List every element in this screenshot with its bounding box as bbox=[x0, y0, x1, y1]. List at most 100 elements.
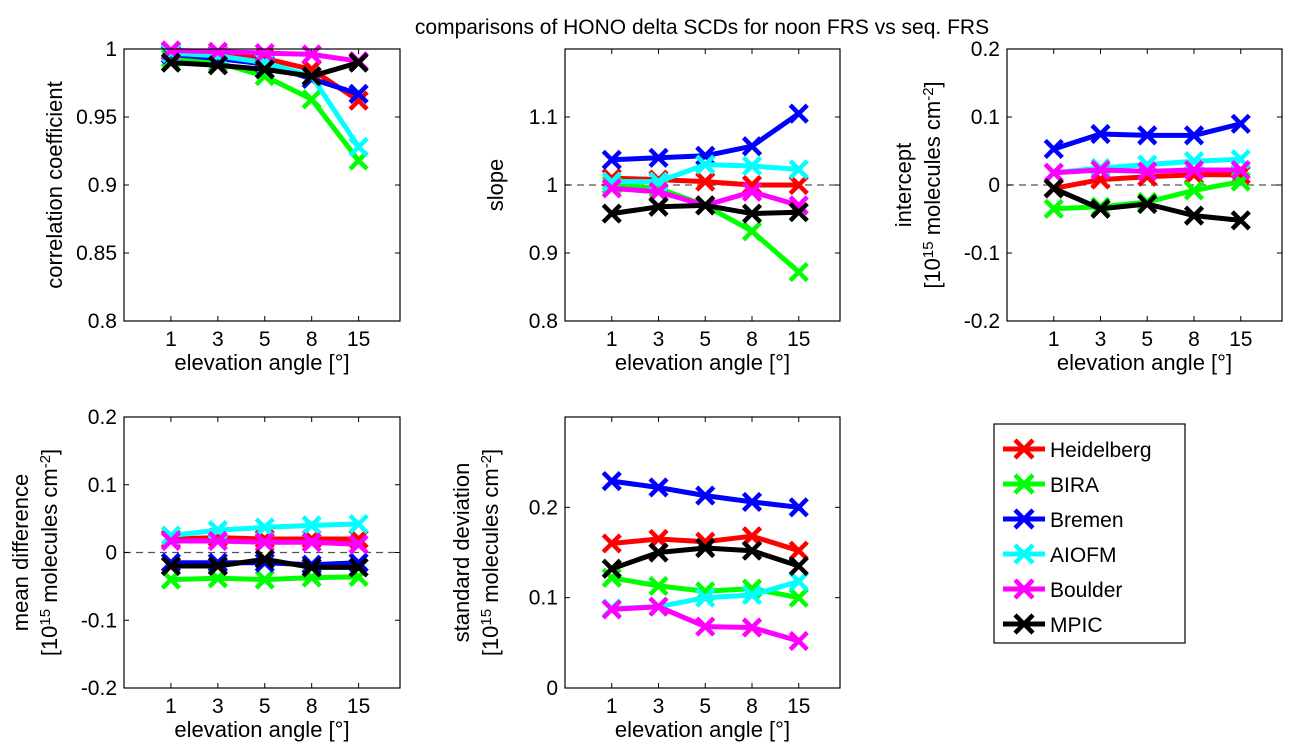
legend-entry-mpic: MPIC bbox=[1003, 613, 1103, 637]
x-tick-label: 1 bbox=[165, 328, 177, 351]
y-tick-label: 0.2 bbox=[529, 496, 558, 519]
data-point-marker bbox=[601, 558, 622, 579]
legend-marker bbox=[1013, 613, 1035, 635]
y-axis-label: [1015 molecules cm-2] bbox=[37, 449, 62, 656]
data-point-marker bbox=[648, 147, 669, 168]
series-bremen bbox=[1043, 113, 1251, 160]
data-point-marker bbox=[1043, 162, 1064, 183]
axes-frame bbox=[123, 416, 401, 689]
data-point-marker bbox=[1230, 159, 1251, 181]
data-point-marker bbox=[301, 532, 322, 553]
data-point-marker bbox=[741, 221, 763, 242]
data-point-marker bbox=[348, 90, 369, 111]
x-tick-label: 15 bbox=[347, 695, 370, 718]
y-axis-label: correlation coefficient bbox=[42, 81, 67, 289]
y-axis-label: [1015 molecules cm-2] bbox=[478, 449, 503, 656]
x-tick-label: 1 bbox=[1048, 328, 1060, 351]
data-point-marker bbox=[348, 557, 369, 578]
data-point-marker bbox=[788, 555, 809, 577]
x-tick-label: 5 bbox=[259, 328, 271, 351]
plot-area bbox=[124, 49, 400, 321]
y-tick-label: 0.1 bbox=[88, 474, 117, 497]
y-tick-label: -0.1 bbox=[964, 242, 1000, 265]
legend-entry-bira: BIRA bbox=[1003, 473, 1099, 497]
x-axis-label: elevation angle [°] bbox=[174, 350, 349, 375]
x-axis-label: elevation angle [°] bbox=[615, 350, 790, 375]
data-point-marker bbox=[788, 174, 809, 196]
data-point-marker bbox=[741, 174, 763, 196]
y-tick-label: -0.2 bbox=[964, 310, 1000, 333]
y-tick-label: -0.1 bbox=[81, 609, 117, 632]
series-mpic bbox=[1043, 178, 1251, 231]
data-point-marker bbox=[788, 571, 809, 592]
y-tick-label: 0.8 bbox=[88, 310, 117, 333]
data-point-marker bbox=[1043, 138, 1064, 160]
x-tick-label: 15 bbox=[787, 695, 810, 718]
data-point-marker bbox=[301, 557, 322, 578]
y-tick-label: 0.8 bbox=[529, 310, 558, 333]
y-tick-label: 0.9 bbox=[529, 242, 558, 265]
data-point-marker bbox=[160, 555, 182, 577]
data-point-marker bbox=[1183, 125, 1205, 146]
x-tick-label: 5 bbox=[699, 695, 711, 718]
legend-label: AIOFM bbox=[1050, 544, 1117, 567]
x-tick-label: 8 bbox=[746, 695, 758, 718]
y-axis-label: standard deviation bbox=[449, 463, 474, 643]
series-aiofm bbox=[601, 154, 809, 192]
legend-marker bbox=[1013, 473, 1035, 495]
data-point-marker bbox=[1230, 210, 1251, 231]
data-point-marker bbox=[695, 195, 716, 216]
data-point-marker bbox=[1090, 123, 1111, 145]
data-point-marker bbox=[1183, 205, 1205, 226]
data-point-marker bbox=[348, 83, 369, 104]
x-tick-label: 3 bbox=[212, 695, 224, 718]
data-point-marker bbox=[348, 534, 369, 555]
data-point-marker bbox=[254, 59, 275, 80]
x-tick-label: 15 bbox=[347, 328, 370, 351]
legend-label: BIRA bbox=[1050, 474, 1099, 497]
data-point-marker bbox=[207, 55, 228, 76]
data-point-marker bbox=[601, 203, 622, 224]
series-boulder bbox=[160, 530, 369, 555]
series-mpic bbox=[160, 549, 369, 578]
series-aiofm bbox=[160, 513, 369, 546]
y-tick-label: 0.1 bbox=[971, 106, 1000, 129]
series-mpic bbox=[601, 195, 809, 224]
data-point-marker bbox=[788, 202, 809, 223]
data-point-marker bbox=[788, 630, 809, 652]
x-tick-label: 5 bbox=[259, 695, 271, 718]
data-point-marker bbox=[788, 159, 809, 180]
series-bira bbox=[160, 566, 369, 590]
x-axis-label: elevation angle [°] bbox=[174, 717, 349, 742]
legend-entry-boulder: Boulder bbox=[1003, 578, 1122, 602]
axes-frame bbox=[1006, 48, 1283, 322]
data-point-marker bbox=[601, 533, 622, 554]
legend-label: Bremen bbox=[1050, 509, 1124, 532]
x-tick-label: 1 bbox=[606, 328, 618, 351]
data-point-marker bbox=[301, 89, 322, 110]
y-tick-label: 0.85 bbox=[76, 242, 117, 265]
y-tick-label: 0 bbox=[546, 677, 558, 700]
y-tick-label: -0.2 bbox=[81, 677, 117, 700]
series-bira bbox=[160, 48, 369, 171]
data-point-marker bbox=[695, 537, 716, 559]
series-mpic bbox=[601, 537, 809, 579]
data-point-marker bbox=[160, 52, 182, 73]
data-point-marker bbox=[648, 477, 669, 498]
series-boulder bbox=[601, 596, 809, 652]
data-point-marker bbox=[741, 584, 763, 606]
legend-entry-heidelberg: Heidelberg bbox=[1003, 438, 1152, 462]
series-bremen bbox=[601, 103, 809, 170]
data-point-marker bbox=[648, 575, 669, 597]
data-point-marker bbox=[741, 491, 763, 513]
data-point-marker bbox=[301, 515, 322, 536]
data-point-marker bbox=[1183, 180, 1205, 201]
y-tick-label: 0.9 bbox=[88, 174, 117, 197]
y-axis-label: intercept bbox=[891, 143, 916, 227]
